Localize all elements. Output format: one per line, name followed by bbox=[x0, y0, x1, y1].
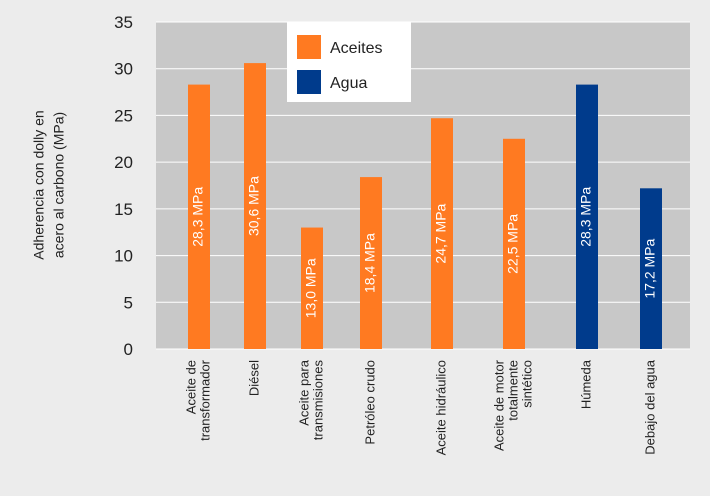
legend-label: Aceites bbox=[330, 40, 382, 57]
data-label: 30,6 MPa bbox=[246, 176, 262, 236]
y-axis-label-line: acero al carbono (MPa) bbox=[51, 112, 67, 258]
bar bbox=[503, 138, 525, 349]
category-label-line: transmisiones bbox=[310, 360, 325, 441]
data-label: 22,5 MPa bbox=[505, 214, 521, 274]
category-label-line: sintético bbox=[519, 360, 534, 408]
bar bbox=[576, 84, 598, 350]
bar bbox=[188, 84, 210, 350]
legend: Aceites Agua bbox=[287, 22, 411, 102]
y-axis-label: Adherencia con dolly en acero al carbono … bbox=[31, 110, 67, 259]
category-label: Diésel bbox=[246, 360, 261, 396]
category-label-line: Petróleo crudo bbox=[362, 360, 377, 445]
category-label-line: Húmeda bbox=[578, 359, 593, 409]
category-label-line: Debajo del agua bbox=[642, 359, 657, 454]
category-label: Aceite de motor totalmente sintético bbox=[491, 359, 534, 451]
bar bbox=[360, 177, 382, 349]
category-label: Petróleo crudo bbox=[362, 360, 377, 445]
bar bbox=[431, 118, 453, 349]
y-tick-label: 10 bbox=[114, 247, 133, 266]
category-label-line: Aceite de bbox=[183, 360, 198, 414]
y-tick-label: 20 bbox=[114, 153, 133, 172]
y-tick-label: 35 bbox=[114, 13, 133, 32]
y-tick-label: 5 bbox=[124, 293, 133, 312]
data-label: 17,2 MPa bbox=[642, 238, 658, 298]
category-label: Húmeda bbox=[578, 359, 593, 409]
category-label: Aceite hidráulico bbox=[433, 360, 448, 455]
legend-swatch bbox=[297, 70, 321, 94]
y-axis-label-line: Adherencia con dolly en bbox=[31, 110, 47, 259]
bar bbox=[301, 227, 323, 349]
category-label-line: Aceite hidráulico bbox=[433, 360, 448, 455]
data-label: 24,7 MPa bbox=[433, 203, 449, 263]
data-label: 28,3 MPa bbox=[190, 187, 206, 247]
category-label: Debajo del agua bbox=[642, 359, 657, 454]
category-label-line: Diésel bbox=[246, 360, 261, 396]
y-tick-label: 0 bbox=[124, 340, 133, 359]
y-tick-label: 25 bbox=[114, 106, 133, 125]
y-tick-label: 30 bbox=[114, 60, 133, 79]
data-label: 13,0 MPa bbox=[303, 258, 319, 318]
legend-swatch bbox=[297, 35, 321, 59]
category-label: Aceite para transmisiones bbox=[296, 359, 325, 440]
category-label-line: totalmente bbox=[505, 360, 520, 421]
bar bbox=[244, 63, 266, 349]
category-label-line: transformador bbox=[197, 359, 212, 441]
data-label: 18,4 MPa bbox=[362, 233, 378, 293]
legend-label: Agua bbox=[330, 75, 367, 92]
y-axis-ticks: 0 5 10 15 20 25 30 35 bbox=[114, 13, 133, 359]
y-tick-label: 15 bbox=[114, 200, 133, 219]
x-axis-categories: Aceite de transformador Diésel Aceite para t… bbox=[183, 359, 657, 455]
bar bbox=[640, 188, 662, 349]
category-label-line: Aceite para bbox=[296, 359, 311, 426]
plot-area bbox=[156, 22, 690, 349]
data-labels: 28,3 MPa 30,6 MPa 13,0 MPa 18,4 MPa 24,7 MPa… bbox=[190, 176, 658, 318]
category-label: Aceite de transformador bbox=[183, 359, 212, 441]
data-label: 28,3 MPa bbox=[578, 187, 594, 247]
bars bbox=[188, 63, 662, 350]
category-label-line: Aceite de motor bbox=[491, 359, 506, 451]
